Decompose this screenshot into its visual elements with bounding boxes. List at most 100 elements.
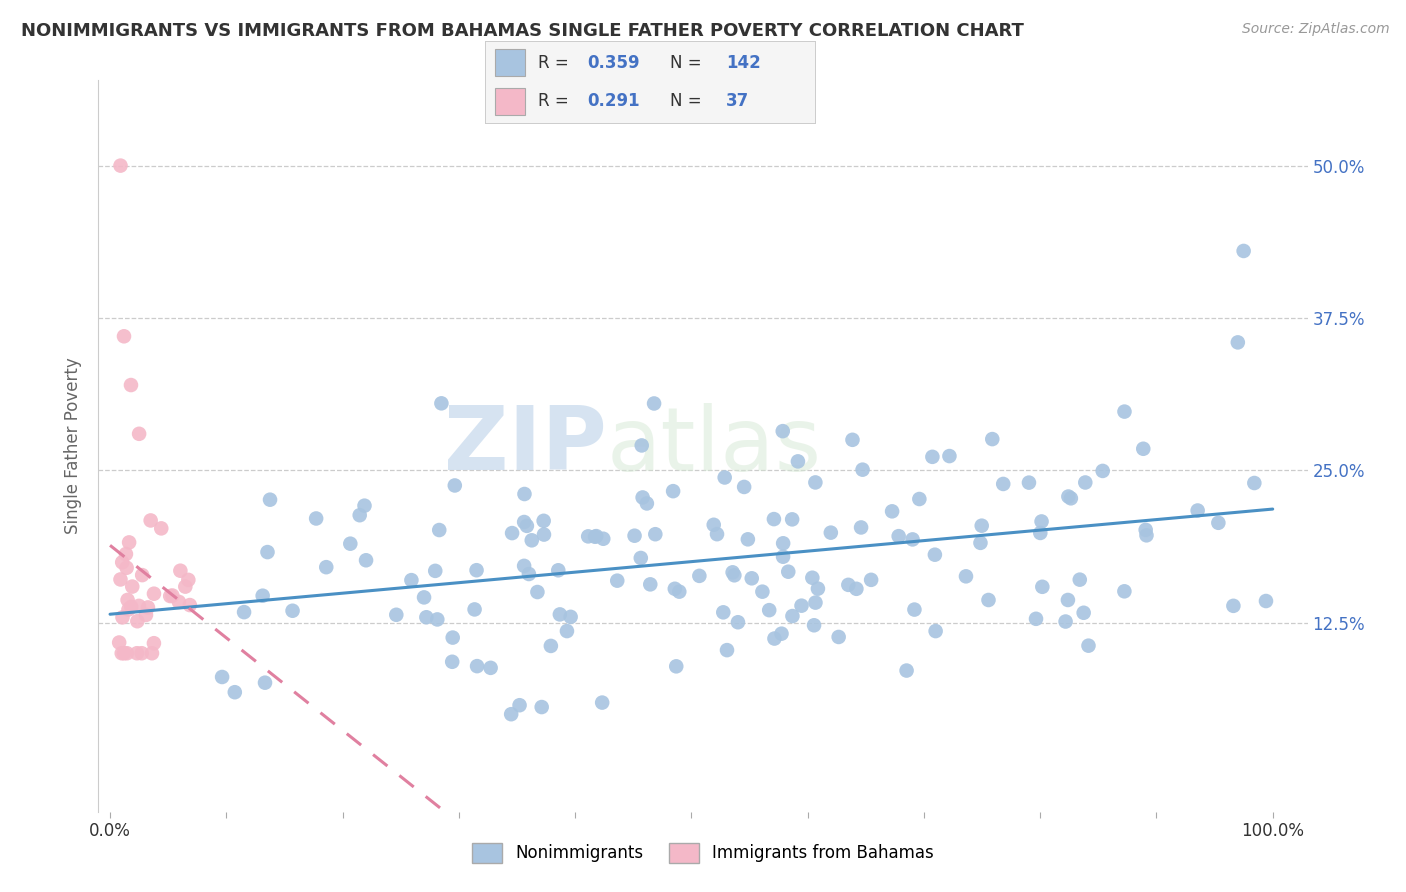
Point xyxy=(770,626,793,640)
Point xyxy=(115,646,138,660)
Point xyxy=(315,560,337,574)
Point xyxy=(970,518,993,533)
Point xyxy=(167,595,190,609)
Text: N =: N = xyxy=(671,92,707,110)
Point xyxy=(688,569,710,583)
Point xyxy=(981,432,1004,446)
Point xyxy=(790,599,813,613)
Point xyxy=(1057,490,1080,504)
Point xyxy=(662,484,685,499)
Point xyxy=(804,475,827,490)
Point xyxy=(141,646,163,660)
Point xyxy=(127,614,149,628)
Point xyxy=(517,566,540,581)
Point xyxy=(1208,516,1230,530)
Point xyxy=(820,525,842,540)
Point xyxy=(804,596,827,610)
Point xyxy=(560,610,582,624)
Legend: Nonimmigrants, Immigrants from Bahamas: Nonimmigrants, Immigrants from Bahamas xyxy=(465,837,941,869)
Point xyxy=(413,591,436,605)
Point xyxy=(111,555,134,569)
Point xyxy=(807,582,830,596)
Point xyxy=(415,610,437,624)
Point xyxy=(977,593,1000,607)
Point xyxy=(115,547,138,561)
Text: N =: N = xyxy=(671,54,707,72)
Point xyxy=(631,491,654,505)
Point xyxy=(533,514,555,528)
Point xyxy=(665,659,688,673)
Text: 0.359: 0.359 xyxy=(588,54,640,72)
Point xyxy=(136,600,159,615)
Point xyxy=(135,607,157,622)
Point xyxy=(837,578,859,592)
Point xyxy=(1073,606,1095,620)
Point xyxy=(763,632,786,646)
Point xyxy=(955,569,977,583)
Point xyxy=(169,564,191,578)
Point xyxy=(827,630,849,644)
Point xyxy=(115,560,138,574)
Point xyxy=(120,378,142,392)
Point xyxy=(721,566,744,580)
Point xyxy=(1060,491,1083,506)
Point xyxy=(533,527,555,541)
Point xyxy=(636,496,658,510)
Point xyxy=(969,536,991,550)
Point xyxy=(349,508,371,523)
Text: 0.291: 0.291 xyxy=(588,92,640,110)
Point xyxy=(110,573,132,587)
Point xyxy=(924,624,946,638)
Point xyxy=(1025,612,1047,626)
Point xyxy=(354,553,377,567)
Text: atlas: atlas xyxy=(606,402,821,490)
Point xyxy=(643,396,665,410)
Point xyxy=(112,329,135,343)
Point xyxy=(1031,515,1053,529)
Point xyxy=(441,631,464,645)
Point xyxy=(513,515,536,529)
Point xyxy=(111,610,134,624)
Point xyxy=(117,602,139,616)
Point xyxy=(1091,464,1114,478)
Point xyxy=(606,574,628,588)
Point xyxy=(851,463,873,477)
Point xyxy=(256,545,278,559)
Point xyxy=(896,664,918,678)
Point xyxy=(501,526,523,541)
Point xyxy=(623,529,645,543)
Point xyxy=(117,593,139,607)
Point xyxy=(1031,580,1053,594)
Point xyxy=(479,661,502,675)
Point xyxy=(385,607,408,622)
Point xyxy=(177,573,200,587)
Point xyxy=(887,529,910,543)
Point xyxy=(1069,573,1091,587)
Y-axis label: Single Father Poverty: Single Father Poverty xyxy=(65,358,83,534)
Point xyxy=(751,584,773,599)
Text: R =: R = xyxy=(538,92,574,110)
Point xyxy=(860,573,883,587)
Point xyxy=(131,568,153,582)
Point xyxy=(253,675,276,690)
Point xyxy=(576,529,599,543)
Point xyxy=(547,563,569,577)
Point xyxy=(530,700,553,714)
Point xyxy=(583,530,606,544)
Point xyxy=(921,450,943,464)
Point xyxy=(713,470,735,484)
Point xyxy=(703,517,725,532)
Point xyxy=(252,589,274,603)
Point xyxy=(1135,523,1157,537)
Point xyxy=(733,480,755,494)
FancyBboxPatch shape xyxy=(495,87,524,115)
Point xyxy=(880,504,903,518)
Point xyxy=(630,551,652,566)
Point xyxy=(772,549,794,564)
Point xyxy=(143,587,166,601)
Point xyxy=(211,670,233,684)
Text: NONIMMIGRANTS VS IMMIGRANTS FROM BAHAMAS SINGLE FATHER POVERTY CORRELATION CHART: NONIMMIGRANTS VS IMMIGRANTS FROM BAHAMAS… xyxy=(21,22,1024,40)
Point xyxy=(644,527,666,541)
Text: 37: 37 xyxy=(727,92,749,110)
Point xyxy=(441,655,464,669)
